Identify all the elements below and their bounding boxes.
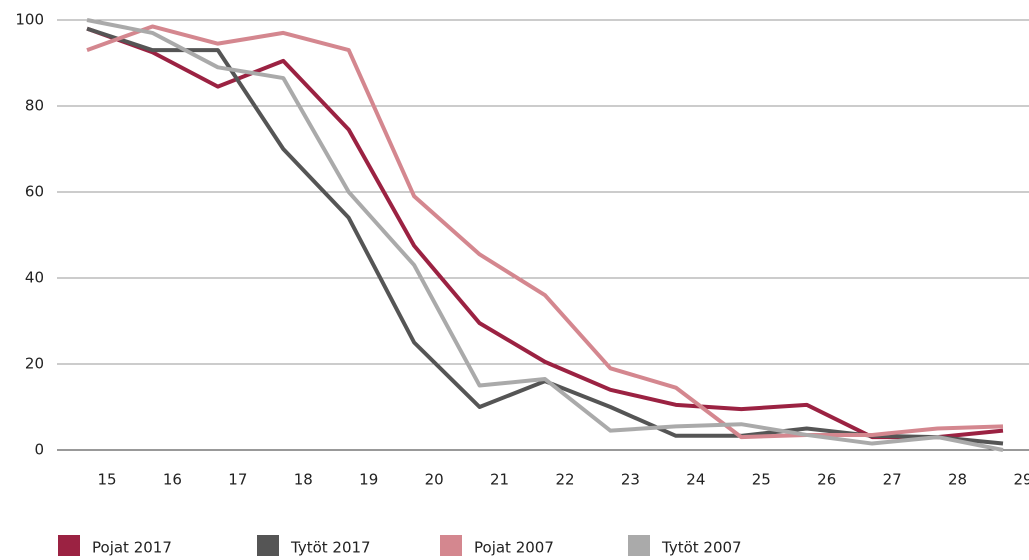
legend-label: Tytöt 2017	[290, 539, 371, 557]
y-tick-label: 0	[34, 441, 44, 459]
x-tick-label: 20	[425, 471, 444, 489]
x-tick-label: 24	[686, 471, 705, 489]
x-tick-label: 25	[752, 471, 771, 489]
x-tick-label: 29	[1013, 471, 1029, 489]
legend-swatch	[58, 535, 80, 557]
y-tick-label: 100	[15, 11, 44, 29]
x-tick-label: 27	[883, 471, 902, 489]
y-tick-label: 20	[25, 355, 44, 373]
legend-label: Pojat 2017	[92, 539, 172, 557]
legend-swatch	[257, 535, 279, 557]
x-tick-label: 18	[294, 471, 313, 489]
series-line	[86, 18, 1004, 452]
x-tick-label: 28	[948, 471, 967, 489]
x-tick-label: 19	[359, 471, 378, 489]
x-tick-label: 16	[163, 471, 182, 489]
legend-swatch	[440, 535, 462, 557]
x-tick-label: 23	[621, 471, 640, 489]
legend-label: Pojat 2007	[474, 539, 554, 557]
x-tick-label: 17	[228, 471, 247, 489]
series-line	[86, 26, 1004, 440]
x-tick-label: 15	[97, 471, 116, 489]
x-tick-label: 22	[555, 471, 574, 489]
y-tick-label: 40	[25, 269, 44, 287]
legend-label: Tytöt 2007	[661, 539, 742, 557]
x-tick-label: 21	[490, 471, 509, 489]
y-tick-label: 80	[25, 97, 44, 115]
series-line	[86, 24, 1004, 440]
x-tick-label: 26	[817, 471, 836, 489]
legend-swatch	[628, 535, 650, 557]
y-tick-label: 60	[25, 183, 44, 201]
